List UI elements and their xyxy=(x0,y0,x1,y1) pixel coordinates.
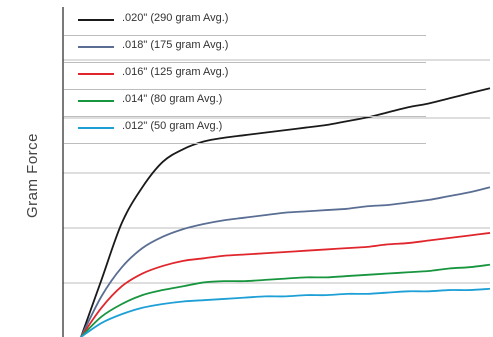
series-line xyxy=(80,263,491,337)
y-axis-label: Gram Force xyxy=(16,60,48,290)
y-axis-label-text: Gram Force xyxy=(23,132,41,218)
legend-divider xyxy=(64,62,426,63)
legend-label: .014" (80 gram Avg.) xyxy=(122,93,223,105)
legend-swatch xyxy=(78,46,114,48)
legend-item: .016" (125 gram Avg.) xyxy=(64,63,426,90)
legend-swatch xyxy=(78,127,114,129)
legend-divider xyxy=(64,89,426,90)
legend-item: .020" (290 gram Avg.) xyxy=(64,9,426,36)
legend-label: .012" (50 gram Avg.) xyxy=(122,120,223,132)
series-line xyxy=(80,87,491,337)
legend-swatch xyxy=(78,73,114,75)
series-lines xyxy=(80,87,491,337)
legend-swatch xyxy=(78,19,114,21)
legend-swatch xyxy=(78,100,114,102)
legend: .020" (290 gram Avg.) .018" (175 gram Av… xyxy=(64,9,426,144)
legend-divider xyxy=(64,143,426,144)
legend-label: .016" (125 gram Avg.) xyxy=(122,66,229,78)
series-line xyxy=(80,186,491,337)
gridlines xyxy=(63,59,490,284)
legend-divider xyxy=(64,35,426,36)
legend-divider xyxy=(64,116,426,117)
series-line xyxy=(80,287,491,337)
legend-item: .012" (50 gram Avg.) xyxy=(64,117,426,144)
series-line xyxy=(80,232,491,337)
legend-item: .014" (80 gram Avg.) xyxy=(64,90,426,117)
legend-label: .018" (175 gram Avg.) xyxy=(122,39,229,51)
legend-item: .018" (175 gram Avg.) xyxy=(64,36,426,63)
legend-label: .020" (290 gram Avg.) xyxy=(122,12,229,24)
